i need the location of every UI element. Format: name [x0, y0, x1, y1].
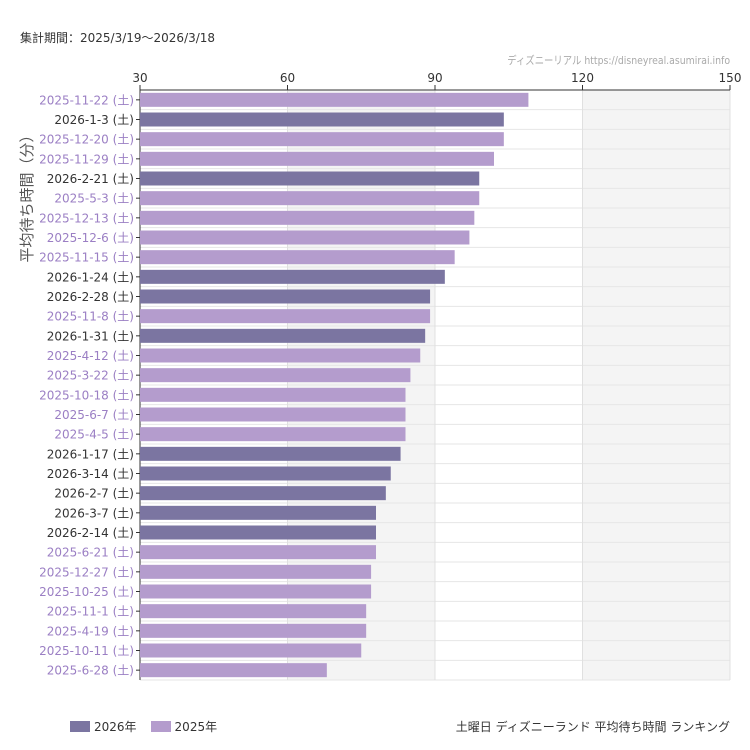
bar — [140, 623, 367, 638]
y-tick-label: 2025-4-12 (土) — [47, 349, 134, 363]
bar — [140, 191, 480, 206]
legend-label-2025: 2025年 — [174, 720, 218, 734]
bar — [140, 92, 529, 107]
bar — [140, 604, 367, 619]
y-tick-label: 2026-1-17 (土) — [47, 447, 134, 461]
bar — [140, 466, 391, 481]
bar — [140, 643, 362, 658]
y-tick-label: 2026-1-31 (土) — [47, 329, 134, 343]
bar — [140, 407, 406, 422]
bar — [140, 505, 376, 520]
x-tick-label: 30 — [132, 71, 147, 85]
bar — [140, 151, 494, 166]
y-tick-label: 2025-12-27 (土) — [39, 565, 134, 579]
x-tick-label: 150 — [719, 71, 742, 85]
period-label: 集計期間：2025/3/19〜2026/3/18 — [20, 31, 216, 45]
bar — [140, 486, 386, 501]
bar — [140, 584, 372, 599]
y-tick-label: 2025-5-3 (土) — [54, 192, 134, 206]
bar — [140, 112, 504, 127]
y-tick-label: 2025-4-5 (土) — [54, 428, 134, 442]
bar — [140, 564, 372, 579]
legend-label-2026: 2026年 — [94, 720, 137, 734]
bar — [140, 387, 406, 402]
y-tick-label: 2025-6-7 (土) — [54, 408, 134, 422]
bar — [140, 427, 406, 442]
bar — [140, 545, 376, 560]
y-tick-label: 2025-4-19 (土) — [47, 624, 134, 638]
x-tick-label: 60 — [280, 71, 295, 85]
bar — [140, 446, 401, 461]
chart-title: 土曜日 ディズニーランド 平均待ち時間 ランキング — [455, 720, 730, 734]
y-tick-label: 2025-10-25 (土) — [39, 585, 134, 599]
y-tick-label: 2026-3-7 (土) — [54, 506, 134, 520]
legend-2026: 2026年 — [70, 718, 137, 735]
bar — [140, 132, 504, 147]
y-tick-label: 2026-2-7 (土) — [54, 487, 134, 501]
y-tick-label: 2025-10-11 (土) — [39, 644, 134, 658]
y-tick-label: 2025-6-28 (土) — [47, 664, 134, 678]
bar — [140, 525, 376, 540]
y-tick-label: 2026-1-3 (土) — [54, 113, 134, 127]
y-tick-label: 2025-10-18 (土) — [39, 388, 134, 402]
bar — [140, 230, 470, 245]
y-tick-label: 2025-3-22 (土) — [47, 369, 134, 383]
y-tick-label: 2026-2-28 (土) — [47, 290, 134, 304]
y-tick-label: 2025-11-29 (土) — [39, 152, 134, 166]
y-tick-label: 2025-12-13 (土) — [39, 211, 134, 225]
site-credit: ディズニーリアル https://disneyreal.asumirai.inf… — [507, 54, 730, 67]
bar — [140, 368, 411, 383]
bar — [140, 250, 455, 265]
y-tick-label: 2026-1-24 (土) — [47, 270, 134, 284]
bar — [140, 210, 475, 225]
y-tick-label: 2025-12-20 (土) — [39, 133, 134, 147]
y-tick-label: 2025-12-6 (土) — [47, 231, 134, 245]
legend-swatch-2025 — [150, 721, 171, 732]
legend-2025: 2025年 — [150, 718, 218, 735]
bar — [140, 663, 327, 678]
y-tick-label: 2026-2-14 (土) — [47, 526, 134, 540]
legend-swatch-2026 — [70, 721, 90, 732]
x-tick-label: 120 — [571, 71, 594, 85]
bar — [140, 309, 431, 324]
bar — [140, 328, 426, 343]
bar — [140, 171, 480, 186]
y-tick-label: 2026-3-14 (土) — [47, 467, 134, 481]
y-tick-label: 2025-11-22 (土) — [39, 93, 134, 107]
bar — [140, 348, 421, 363]
y-tick-label: 2025-11-8 (土) — [47, 310, 134, 324]
x-tick-label: 90 — [427, 71, 442, 85]
y-tick-label: 2026-2-21 (土) — [47, 172, 134, 186]
y-axis-label: 平均待ち時間（分） — [18, 127, 36, 262]
y-tick-label: 2025-11-1 (土) — [47, 605, 134, 619]
bar — [140, 269, 445, 284]
bar — [140, 289, 431, 304]
y-tick-label: 2025-6-21 (土) — [47, 546, 134, 560]
legend: 2026年 2025年 — [70, 718, 217, 735]
y-tick-label: 2025-11-15 (土) — [39, 251, 134, 265]
